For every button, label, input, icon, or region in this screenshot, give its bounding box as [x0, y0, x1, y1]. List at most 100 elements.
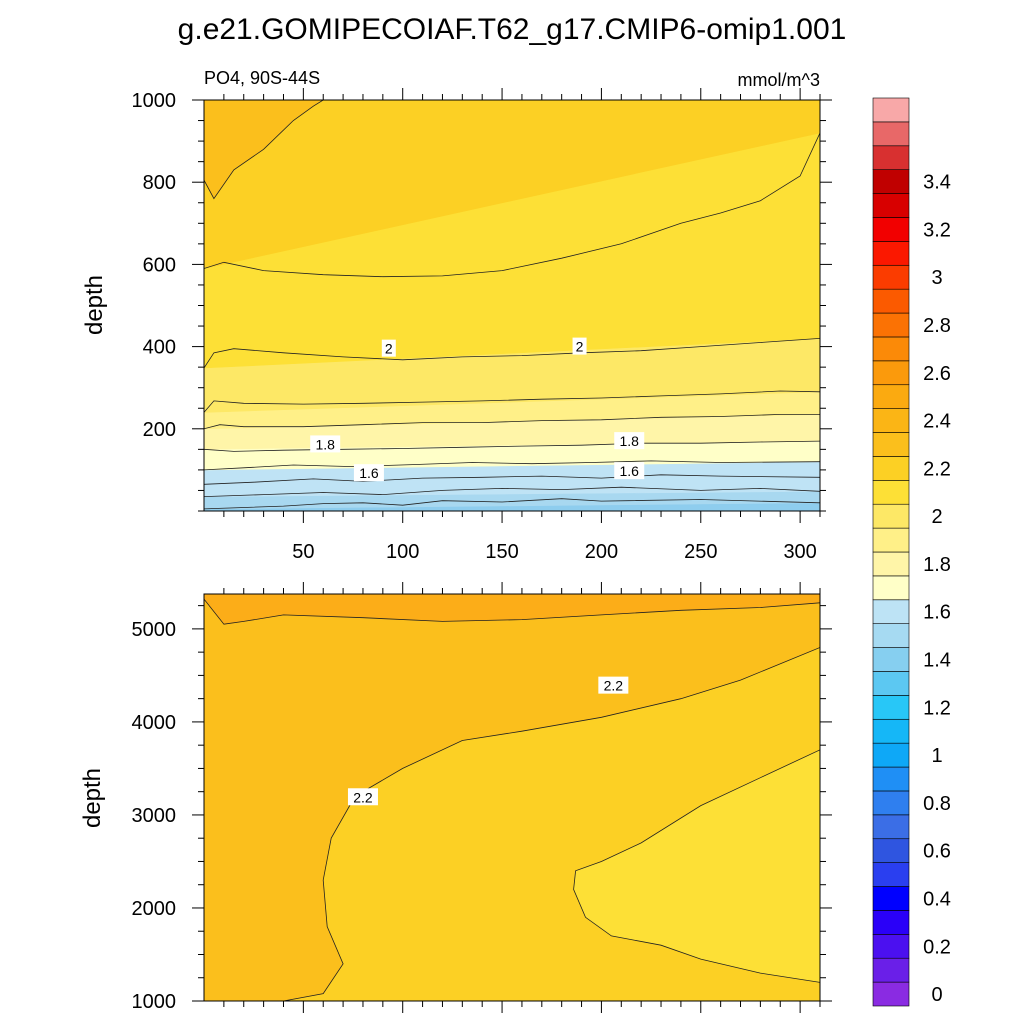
contour-line	[204, 132, 820, 278]
contour-fill-band	[204, 338, 820, 413]
contour-line	[204, 598, 820, 625]
contour-label-box	[353, 464, 384, 482]
colorbar-swatch	[872, 288, 910, 314]
colorbar-label: 2.4	[923, 411, 951, 433]
colorbar-swatch	[872, 408, 910, 433]
colorbar-swatch	[872, 766, 910, 792]
y-tick-label: 3000	[132, 805, 177, 827]
y-tick-label: 1000	[132, 90, 177, 112]
colorbar-label: 0	[931, 984, 942, 1006]
colorbar-swatch	[872, 360, 910, 386]
contour-fill-band	[204, 502, 820, 511]
contour-label-box	[310, 435, 341, 453]
contour-line	[204, 338, 820, 369]
contour-line	[204, 413, 820, 430]
colorbar-swatch	[872, 934, 910, 959]
colorbar-swatch	[872, 384, 910, 409]
contour-line	[573, 749, 820, 983]
colorbar-swatch	[872, 981, 910, 1007]
contour-label-box	[614, 462, 645, 480]
contour-label: 2.2	[604, 678, 624, 694]
y-tick-label: 600	[143, 254, 176, 276]
colorbar-label: 0.8	[923, 793, 951, 815]
y-tick-label: 2000	[132, 898, 177, 920]
colorbar-swatch	[872, 671, 910, 696]
colorbar-label: 2	[931, 506, 942, 528]
colorbar-swatch	[872, 336, 910, 362]
colorbar-label: 2.8	[923, 315, 951, 337]
upper-panel: 1.6 1.61.8 1.82 250 100 150 200 250 300200400600…	[132, 88, 832, 563]
colorbar-swatch	[872, 503, 910, 529]
colorbar-label: 1.6	[923, 602, 951, 624]
lower-y-axis-label: depth	[79, 768, 106, 828]
colorbar-swatch	[872, 862, 910, 887]
y-tick-label: 5000	[132, 619, 177, 641]
contour-label-box	[347, 788, 378, 806]
contour-label-box	[598, 676, 629, 694]
colorbar-swatch	[872, 551, 910, 577]
colorbar-swatch	[872, 623, 910, 648]
colorbar-swatch	[872, 432, 910, 457]
colorbar-swatch	[872, 718, 910, 744]
contour-fill-band	[204, 132, 820, 369]
contour-fill-band	[204, 490, 820, 510]
contour-line	[204, 440, 820, 452]
colorbar-label: 0.4	[923, 888, 951, 910]
contour-line	[204, 498, 820, 510]
figure-title: g.e21.GOMIPECOIAF.T62_g17.CMIP6-omip1.00…	[178, 13, 847, 46]
colorbar-label: 1	[931, 745, 942, 767]
colorbar-swatch	[872, 575, 910, 601]
y-tick-label: 800	[143, 172, 176, 194]
x-tick-label: 250	[684, 541, 717, 563]
colorbar-swatch	[872, 145, 910, 170]
contour-label: 1.8	[315, 436, 335, 452]
contour-line	[204, 460, 820, 471]
colorbar-swatch	[872, 910, 910, 935]
x-tick-label: 50	[292, 541, 314, 563]
lower-panel: 2.2 2.2 1000 2000 3000 4000 5000	[132, 582, 832, 1013]
contour-label: 1.6	[620, 463, 640, 479]
colorbar-label: 1.2	[923, 697, 951, 719]
colorbar-label: 2.2	[923, 458, 951, 480]
colorbar-swatch	[872, 312, 910, 338]
colorbar-swatch	[872, 527, 910, 553]
x-tick-label: 100	[386, 541, 419, 563]
colorbar-swatch	[872, 217, 910, 242]
variable-label: PO4, 90S-44S	[204, 68, 320, 88]
colorbar-label: 0.2	[923, 936, 951, 958]
colorbar-swatch	[872, 241, 910, 266]
colorbar-swatch	[872, 97, 910, 123]
colorbar-swatch	[872, 814, 910, 840]
contour-line	[283, 647, 820, 1001]
colorbar-swatch	[872, 264, 910, 290]
colorbar-swatch	[872, 695, 910, 720]
contour-label-box	[381, 339, 396, 357]
colorbar: 0 0.2 0.4 0.6 0.8 1 1.2 1.4 1.6 1.8 2 2.2 2.4 2.6 2.8 3…	[872, 97, 951, 1007]
colorbar-swatch	[872, 169, 910, 194]
colorbar-swatch	[872, 957, 910, 983]
colorbar-label: 1.4	[923, 650, 951, 672]
x-tick-label: 150	[485, 541, 518, 563]
colorbar-swatch	[872, 790, 910, 816]
colorbar-label: 2.6	[923, 363, 951, 385]
contour-label: 1.8	[620, 433, 640, 449]
contour-line	[204, 100, 324, 200]
colorbar-label: 1.8	[923, 554, 951, 576]
colorbar-label: 3	[931, 267, 942, 289]
x-tick-label: 300	[783, 541, 816, 563]
contour-label: 1.6	[359, 465, 379, 481]
contour-fill-band	[204, 100, 820, 269]
colorbar-label: 3.4	[923, 172, 951, 194]
units-label: mmol/m^3	[738, 70, 820, 90]
contour-label: 2.2	[353, 789, 373, 805]
colorbar-swatch	[872, 742, 910, 768]
upper-y-axis-label: depth	[81, 275, 108, 335]
contour-label: 2	[385, 341, 393, 357]
x-tick-label: 200	[585, 541, 618, 563]
colorbar-swatch	[872, 886, 910, 911]
contour-line	[204, 390, 820, 413]
contour-label-box	[572, 337, 587, 355]
colorbar-label: 0.6	[923, 841, 951, 863]
contour-line	[204, 486, 820, 497]
